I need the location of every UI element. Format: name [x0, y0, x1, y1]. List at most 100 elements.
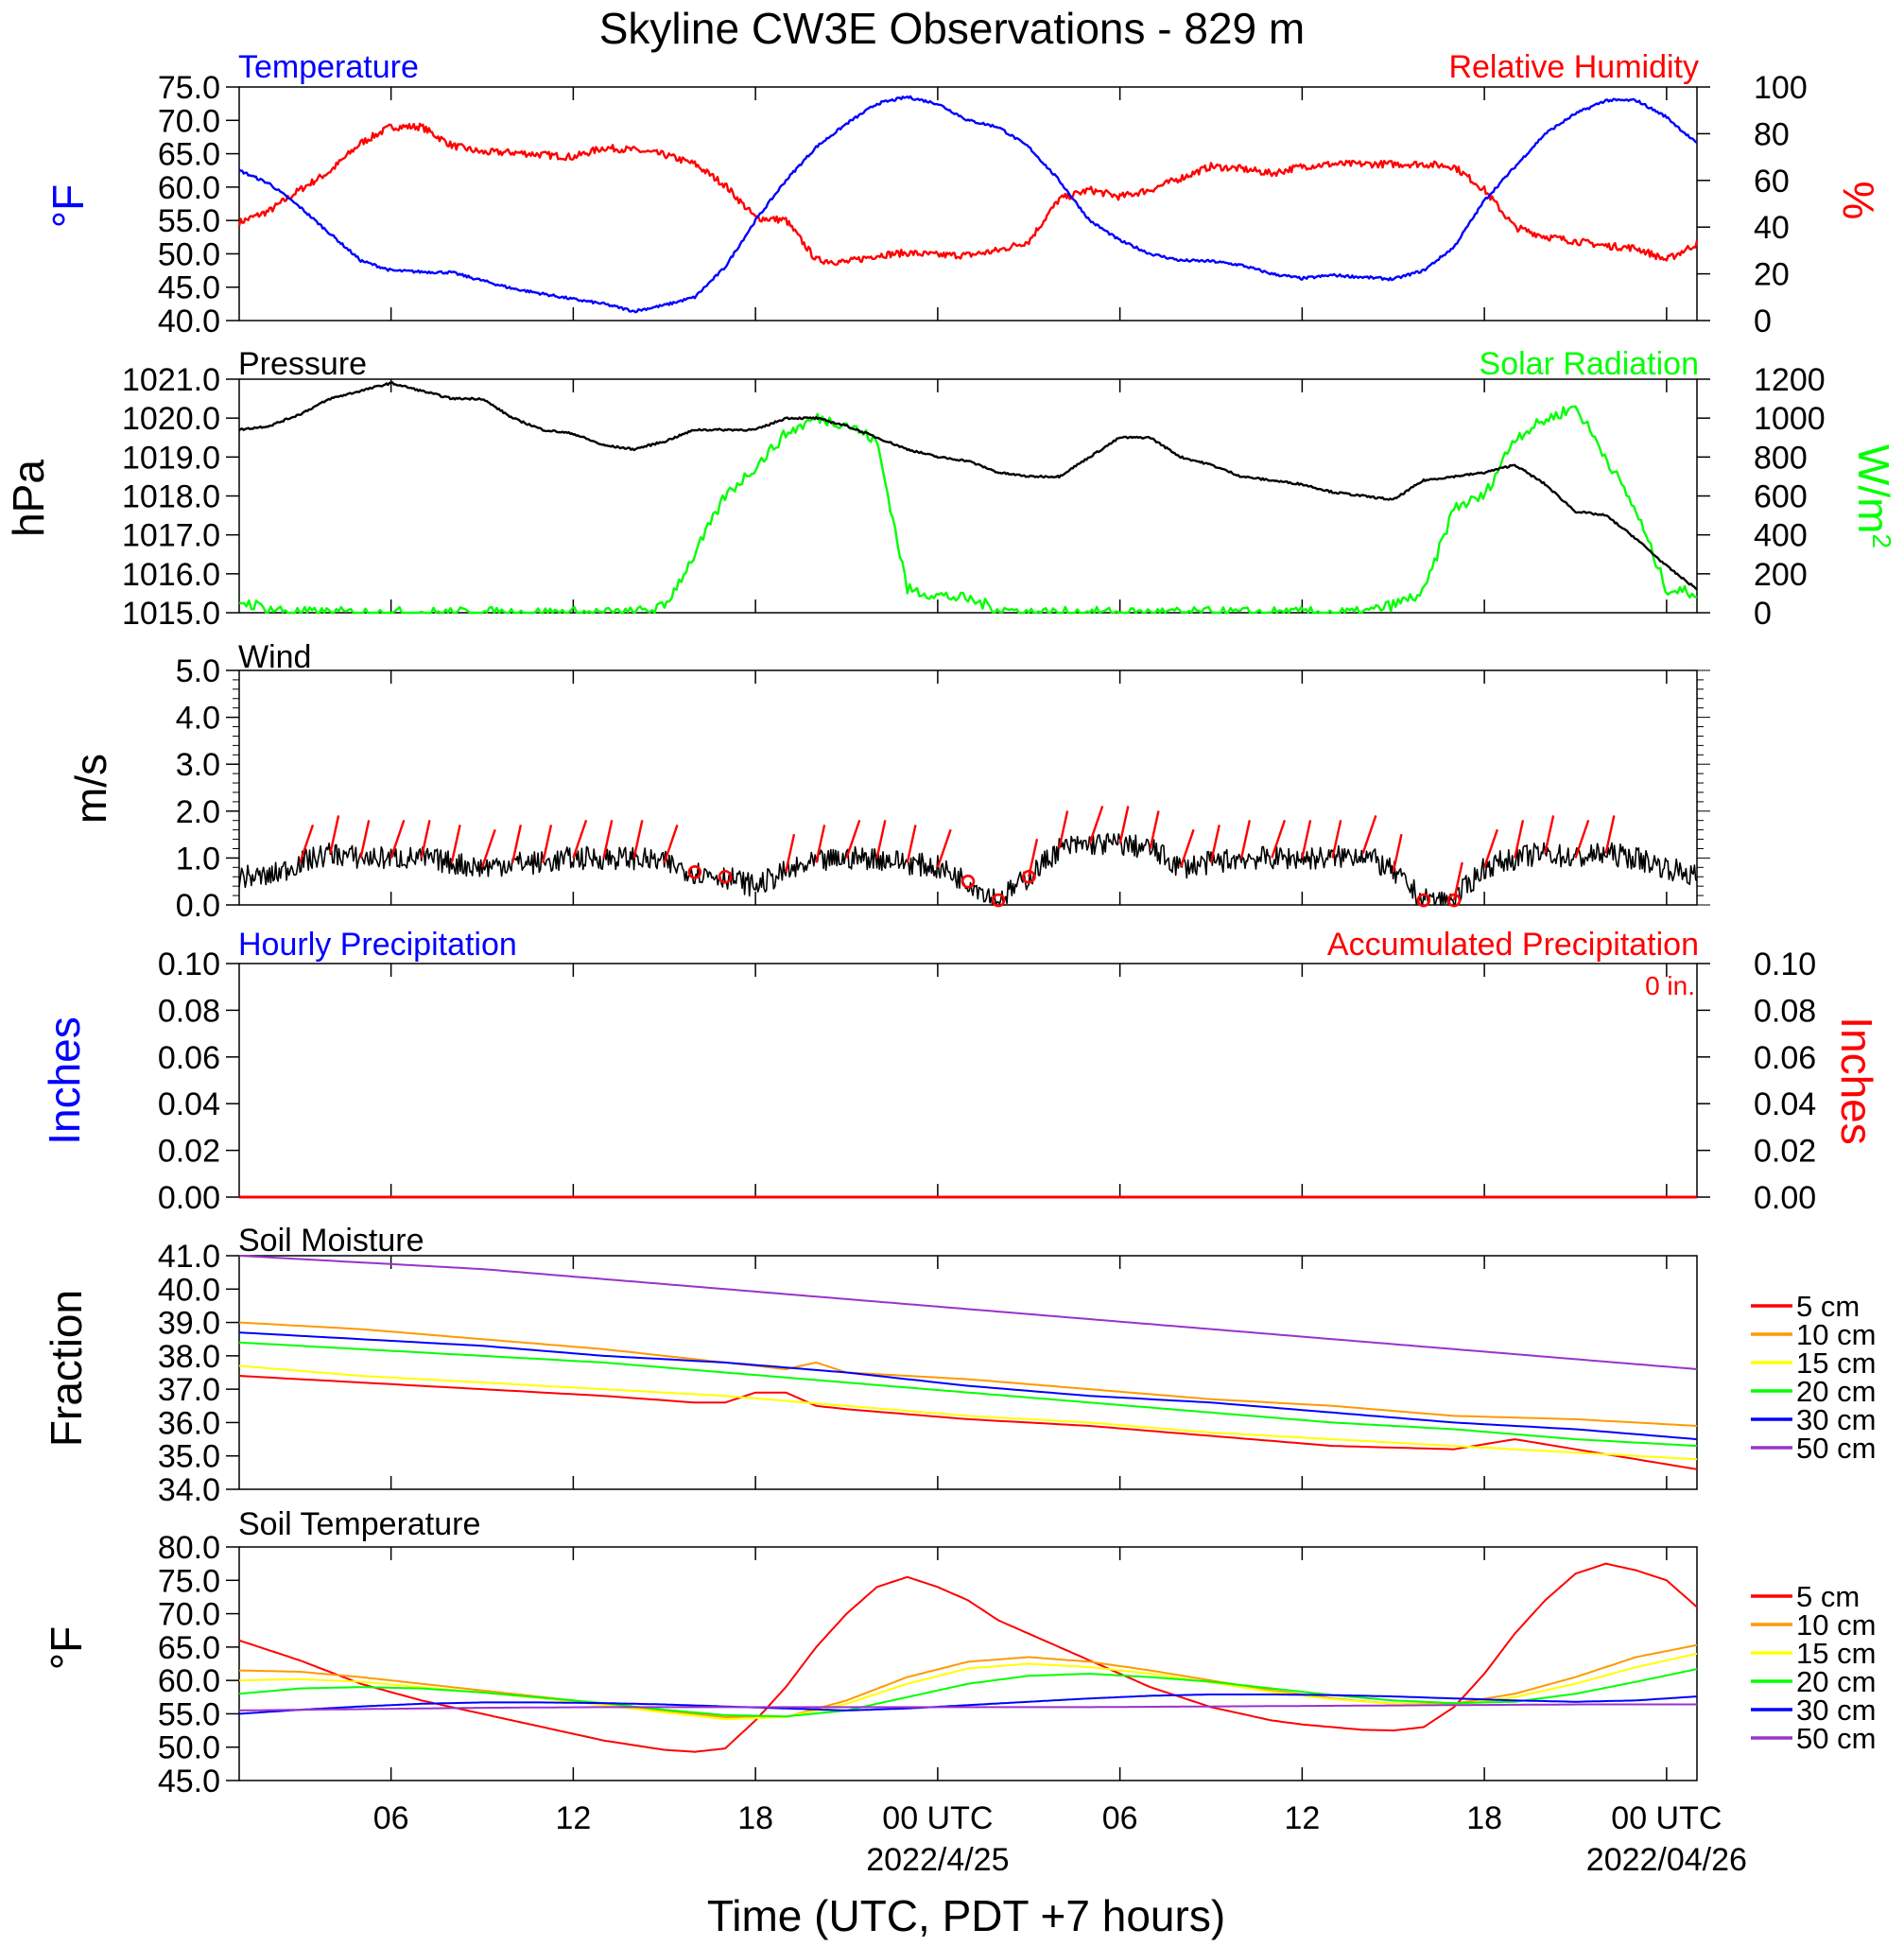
x-tick-label-0: 06	[373, 1800, 409, 1836]
panel-5-ytick-label-7: 80.0	[158, 1530, 220, 1566]
x-tick-label-5: 12	[1284, 1800, 1320, 1836]
panel-5-frame	[238, 1546, 1698, 1781]
time-axis: 06 12 18 00 UTC 2022/4/25 06 12 18 00 UTC 2022/04…	[373, 1800, 1747, 1878]
humidity-label: Relative Humidity	[1448, 49, 1699, 85]
panel-3-ytick-label-4: 0.08	[158, 993, 220, 1029]
hourly-precip-label: Hourly Precipitation	[238, 927, 517, 963]
svg-text:W/m2: W/m2	[1849, 444, 1898, 548]
panel-5-ytick-label-1: 50.0	[158, 1730, 220, 1766]
soil-temperature-line-20cm	[238, 1668, 1698, 1718]
panel-5-legend-label-4: 30 cm	[1796, 1694, 1876, 1727]
panel-1-ytick-right-label-6: 1200	[1754, 362, 1826, 398]
temperature-label: Temperature	[238, 49, 419, 85]
panel-0-ytick-right-label-3: 60	[1754, 164, 1790, 200]
panel-5-ytick-label-0: 45.0	[158, 1764, 220, 1799]
temperature-line	[238, 95, 1698, 314]
soil-temperature-label: Soil Temperature	[238, 1506, 480, 1542]
panel-1-ytick-right-label-0: 0	[1754, 596, 1772, 632]
accum-precip-axis-title: Inches	[1832, 1016, 1881, 1145]
panel-5-ytick-label-6: 75.0	[158, 1563, 220, 1599]
calm-wind-marker	[687, 864, 702, 879]
panel-3-ytick-right-label-3: 0.06	[1754, 1040, 1816, 1076]
wind-axis-title: m/s	[66, 754, 115, 824]
panel-0-ytick-label-5: 65.0	[158, 137, 220, 173]
panel-0-frame	[238, 86, 1698, 321]
pressure-axis-title: hPa	[4, 460, 53, 537]
humidity-axis-title: %	[1834, 182, 1883, 220]
wind-barb	[663, 824, 679, 863]
panel-soil-temperature: Soil Temperature °F 45.050.055.060.065.0…	[42, 1506, 1876, 1799]
panel-0-ytick-right-label-1: 20	[1754, 257, 1790, 293]
x-tick-label-7: 00 UTC	[1611, 1800, 1722, 1836]
soil-moisture-line-10cm	[238, 1321, 1698, 1427]
calm-wind-marker	[961, 874, 976, 889]
panel-4-legend-label-4: 30 cm	[1796, 1403, 1876, 1436]
panel-3-ytick-right-label-2: 0.04	[1754, 1086, 1816, 1122]
wind-barb	[511, 825, 523, 863]
panel-3-ytick-right-label-5: 0.10	[1754, 947, 1816, 982]
panel-0-ytick-right-label-4: 80	[1754, 116, 1790, 152]
panel-1-ytick-label-4: 1019.0	[122, 440, 220, 476]
panel-pressure-solar: Pressure Solar Radiation hPa W/m2 1015.0…	[4, 346, 1898, 632]
calm-wind-marker	[718, 869, 733, 884]
wind-barb	[602, 820, 614, 859]
panel-0-ytick-label-0: 40.0	[158, 304, 220, 339]
pressure-line	[238, 381, 1698, 591]
panel-1-ytick-label-3: 1018.0	[122, 479, 220, 515]
panel-1-ytick-label-0: 1015.0	[122, 596, 220, 632]
panel-0-ytick-right-label-0: 0	[1754, 304, 1772, 339]
soil-moisture-line-15cm	[238, 1364, 1698, 1461]
wind-barb	[1088, 806, 1104, 844]
soil-temperature-axis-title: °F	[42, 1626, 91, 1671]
soil-moisture-line-30cm	[238, 1331, 1698, 1441]
panel-precipitation: Hourly Precipitation Accumulated Precipi…	[40, 927, 1881, 1216]
panel-4-ytick-label-1: 35.0	[158, 1439, 220, 1475]
wind-barb	[389, 820, 406, 859]
panel-5-legend-label-0: 5 cm	[1796, 1580, 1860, 1613]
panel-2-ytick-label-4: 4.0	[176, 701, 220, 737]
panel-1-ytick-label-5: 1020.0	[122, 401, 220, 437]
panel-3-ytick-right-label-0: 0.00	[1754, 1180, 1816, 1216]
wind-barb	[480, 828, 496, 868]
wind-barb	[632, 820, 644, 859]
panel-2-ytick-label-5: 5.0	[176, 653, 220, 689]
panel-0-ytick-label-3: 55.0	[158, 203, 220, 239]
calm-wind-marker	[1021, 869, 1036, 884]
panel-4-legend-label-2: 15 cm	[1796, 1347, 1876, 1380]
wind-barb	[1058, 810, 1069, 849]
panel-4-legend-label-5: 50 cm	[1796, 1432, 1876, 1465]
panel-0-ytick-label-7: 75.0	[158, 70, 220, 106]
calm-wind-marker	[991, 893, 1006, 908]
panel-4-ytick-label-0: 34.0	[158, 1472, 220, 1508]
panel-0-ytick-label-6: 70.0	[158, 103, 220, 139]
panel-0-ytick-right-label-2: 40	[1754, 210, 1790, 246]
panel-0-ytick-label-1: 45.0	[158, 270, 220, 306]
wind-barb	[1331, 820, 1342, 859]
solar-axis-title: W/m2	[1849, 444, 1898, 548]
panel-1-ytick-right-label-2: 400	[1754, 518, 1808, 554]
panel-5-ytick-label-3: 60.0	[158, 1663, 220, 1699]
wind-barb	[785, 834, 796, 873]
x-tick-label-6: 18	[1466, 1800, 1502, 1836]
wind-barb	[329, 815, 340, 854]
wind-barb	[1604, 815, 1616, 854]
solar-label: Solar Radiation	[1480, 346, 1699, 382]
wind-barb	[542, 825, 553, 863]
panel-1-ytick-right-label-4: 800	[1754, 440, 1808, 476]
panel-5-legend-label-3: 20 cm	[1796, 1665, 1876, 1698]
soil-moisture-line-50cm	[238, 1255, 1698, 1370]
soil-temperature-line-50cm	[239, 1703, 1697, 1711]
panel-2-ytick-label-0: 0.0	[176, 888, 220, 924]
calm-wind-marker	[1416, 893, 1431, 908]
wind-barb	[875, 820, 887, 859]
accum-precip-total: 0 in.	[1645, 971, 1695, 1000]
panel-1-ytick-label-1: 1016.0	[122, 557, 220, 593]
panel-4-ytick-label-6: 40.0	[158, 1272, 220, 1308]
panel-5-ytick-label-5: 70.0	[158, 1597, 220, 1633]
temperature-axis-title: °F	[43, 184, 93, 229]
panel-3-ytick-label-1: 0.02	[158, 1134, 220, 1170]
wind-barb	[359, 820, 371, 859]
pressure-label: Pressure	[238, 346, 367, 382]
panel-3-ytick-label-5: 0.10	[158, 947, 220, 982]
